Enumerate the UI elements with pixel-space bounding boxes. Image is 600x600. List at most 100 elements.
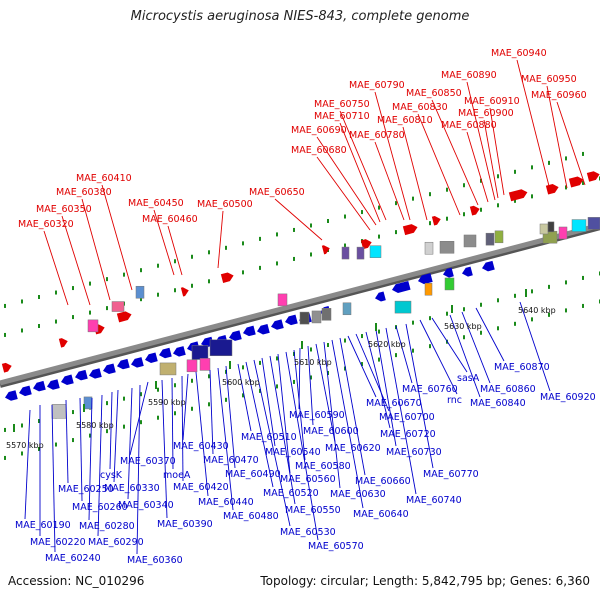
track-dot <box>123 424 125 429</box>
bottom-gene-label: MAE_60480 <box>223 511 279 522</box>
scale-tick-label: 5580 kbp <box>76 421 114 430</box>
track-dot <box>21 451 23 456</box>
track-dot <box>276 261 278 266</box>
top-gene-label: MAE_60960 <box>531 90 587 101</box>
track-dot <box>140 420 142 425</box>
accession-text: Accession: NC_010296 <box>8 574 145 588</box>
track-dot <box>310 223 312 228</box>
bottom-gene-label: MAE_60630 <box>330 489 386 500</box>
bottom-gene-label: MAE_60470 <box>203 455 259 466</box>
top-gene-arrow <box>1 362 12 373</box>
track-dot <box>412 348 414 353</box>
top-gene-label: MAE_60790 <box>349 80 405 91</box>
scale-tick-label: 5590 kbp <box>148 398 186 407</box>
top-gene-box <box>439 241 455 254</box>
track-dot <box>174 259 176 264</box>
track-dot <box>208 250 210 255</box>
track-dot <box>480 302 482 307</box>
track-dot <box>140 392 142 397</box>
track-dot <box>395 230 397 235</box>
track-dot <box>208 279 210 284</box>
track-dot <box>4 455 6 460</box>
bottom-gene-label: MAE_60700 <box>379 412 435 423</box>
track-dot <box>38 419 40 424</box>
bottom-gene-label: MAE_60340 <box>118 500 174 511</box>
top-gene-label: MAE_60500 <box>197 199 253 210</box>
bottom-gene-arrow <box>33 380 46 392</box>
track-dot <box>140 297 142 302</box>
track-dot <box>157 292 159 297</box>
top-gene-label: MAE_60450 <box>128 198 184 209</box>
track-dot <box>531 289 533 294</box>
top-gene-box <box>587 217 600 230</box>
track-dot <box>446 311 448 316</box>
bottom-gene-box <box>199 358 211 371</box>
top-leader-line <box>81 198 111 301</box>
track-dot <box>361 334 363 339</box>
track-dot <box>565 156 567 161</box>
top-gene-arrow <box>220 272 234 283</box>
track-dot <box>259 265 261 270</box>
bottom-gene-box <box>191 345 209 360</box>
bottom-gene-label: MAE_60510 <box>241 432 297 443</box>
top-gene-arrow <box>469 205 480 216</box>
bottom-leader-line <box>323 341 341 489</box>
top-leader-line <box>43 230 69 306</box>
bottom-leader-line <box>395 325 413 384</box>
top-leader-line <box>61 215 91 306</box>
bottom-leader-line <box>24 409 31 520</box>
bottom-gene-arrow <box>47 379 60 390</box>
bottom-gene-box <box>299 311 310 325</box>
track-dot <box>123 272 125 277</box>
track-dot <box>327 342 329 347</box>
track-dot <box>548 284 550 289</box>
bottom-gene-label: MAE_60720 <box>380 429 436 440</box>
track-dot <box>378 205 380 210</box>
top-gene-arrow <box>431 216 441 226</box>
scale-tick-label: 5610 kbp <box>294 358 332 367</box>
dotted-tracks <box>4 151 600 460</box>
bottom-leader-line <box>475 307 505 362</box>
track-dot <box>548 312 550 317</box>
bottom-gene-label: MAE_60870 <box>494 362 550 373</box>
top-leader-line <box>483 119 499 199</box>
bottom-leader-line <box>277 353 291 474</box>
bottom-leader-line <box>225 365 236 469</box>
gene-features <box>1 171 600 419</box>
bottom-gene-label: MAE_60430 <box>173 441 229 452</box>
bottom-gene-label: MAE_60740 <box>406 495 462 506</box>
bottom-leader-line <box>331 339 364 509</box>
track-dot <box>480 178 482 183</box>
bottom-gene-arrow <box>159 347 172 359</box>
track-dot <box>38 447 40 452</box>
top-gene-label: MAE_60880 <box>441 120 497 131</box>
track-dot <box>361 210 363 215</box>
track-dot <box>429 344 431 349</box>
bottom-leader-line <box>355 333 390 412</box>
gene-labels: MAE_60320 MAE_60350 MAE_60380 MAE_60410 MAE_… <box>15 48 596 566</box>
bottom-leader-line <box>405 323 434 469</box>
top-gene-label: MAE_60320 <box>18 219 74 230</box>
track-dot <box>21 328 23 333</box>
track-dot <box>531 165 533 170</box>
bottom-gene-label: MAE_60760 <box>402 384 458 395</box>
top-gene-box <box>341 246 350 260</box>
bottom-leader-line <box>79 397 83 502</box>
track-dot <box>463 183 465 188</box>
bottom-gene-arrow <box>257 324 270 335</box>
bottom-gene-label: MAE_60550 <box>285 505 341 516</box>
track-dot <box>225 245 227 250</box>
bottom-leader-line <box>449 314 481 398</box>
track-dot <box>191 254 193 259</box>
track-dot <box>55 442 57 447</box>
top-leader-line <box>466 81 496 201</box>
bottom-leader-line <box>65 399 69 484</box>
track-dot <box>174 383 176 388</box>
top-gene-label: MAE_60750 <box>314 99 370 110</box>
top-gene-arrow <box>508 189 528 202</box>
bottom-gene-arrow <box>145 352 158 363</box>
track-dot <box>378 357 380 362</box>
track-dot <box>463 307 465 312</box>
track-dot <box>174 288 176 293</box>
